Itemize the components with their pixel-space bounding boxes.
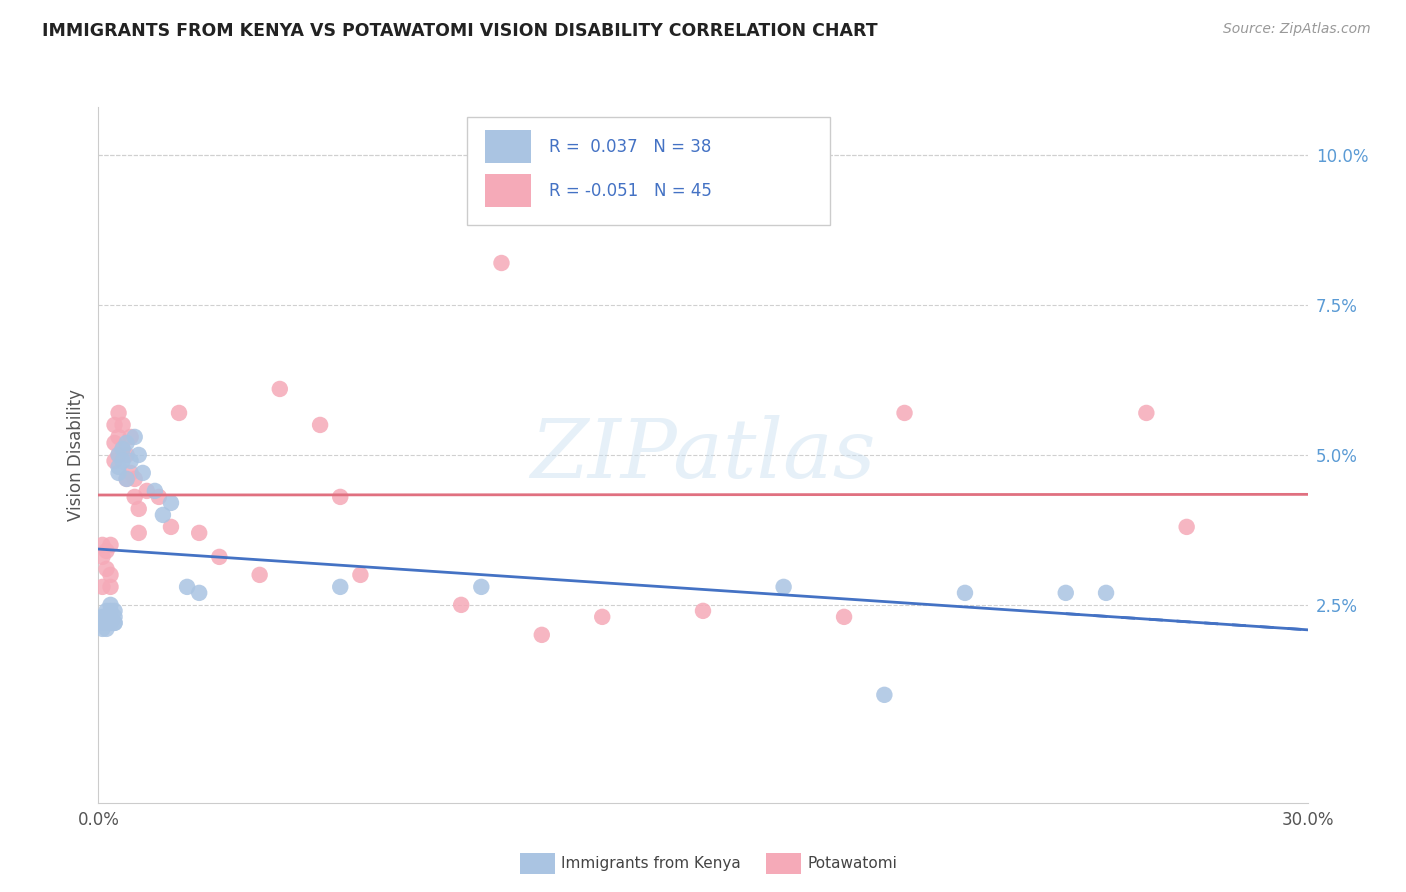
Point [107, 448, 129, 462]
Point [1054, 586, 1077, 600]
Point [111, 417, 134, 432]
Point [491, 256, 513, 270]
Point [176, 580, 198, 594]
Point [772, 580, 794, 594]
Point [128, 525, 150, 540]
Point [111, 454, 134, 468]
Point [1135, 406, 1157, 420]
Point [115, 448, 138, 462]
Point [152, 508, 174, 522]
Point [115, 472, 138, 486]
Point [107, 406, 129, 420]
FancyBboxPatch shape [485, 174, 531, 207]
Point [530, 628, 553, 642]
Point [160, 496, 183, 510]
Point [128, 448, 150, 462]
Text: R =  0.037   N = 38: R = 0.037 N = 38 [550, 137, 711, 156]
Point [100, 567, 122, 582]
Point [120, 466, 142, 480]
Point [591, 610, 613, 624]
Point [124, 430, 146, 444]
Point [115, 436, 138, 450]
Text: Potawatomi: Potawatomi [807, 856, 897, 871]
Point [120, 430, 142, 444]
Text: Source: ZipAtlas.com: Source: ZipAtlas.com [1223, 22, 1371, 37]
Y-axis label: Vision Disability: Vision Disability [66, 389, 84, 521]
Point [96, 610, 118, 624]
Point [115, 472, 138, 486]
Point [188, 586, 211, 600]
Text: R = -0.051   N = 45: R = -0.051 N = 45 [550, 182, 713, 200]
Point [107, 466, 129, 480]
Point [107, 448, 129, 462]
Point [91, 549, 114, 564]
Point [124, 490, 146, 504]
Text: IMMIGRANTS FROM KENYA VS POTAWATOMI VISION DISABILITY CORRELATION CHART: IMMIGRANTS FROM KENYA VS POTAWATOMI VISI… [42, 22, 877, 40]
Point [103, 610, 125, 624]
Point [329, 580, 352, 594]
Point [953, 586, 976, 600]
FancyBboxPatch shape [467, 118, 830, 226]
Point [124, 472, 146, 486]
Point [132, 466, 155, 480]
Point [1095, 586, 1118, 600]
Point [167, 406, 190, 420]
Point [96, 622, 118, 636]
Text: ZIPatlas: ZIPatlas [530, 415, 876, 495]
Point [100, 615, 122, 630]
Point [96, 562, 118, 576]
Point [309, 417, 332, 432]
Point [96, 615, 118, 630]
Point [91, 538, 114, 552]
Point [103, 615, 125, 630]
Point [832, 610, 855, 624]
Point [143, 483, 166, 498]
Point [450, 598, 472, 612]
Text: Immigrants from Kenya: Immigrants from Kenya [561, 856, 741, 871]
Point [103, 436, 125, 450]
Point [91, 615, 114, 630]
FancyBboxPatch shape [485, 130, 531, 163]
Point [91, 610, 114, 624]
Point [100, 580, 122, 594]
Point [470, 580, 492, 594]
Point [100, 610, 122, 624]
Point [96, 604, 118, 618]
Point [111, 442, 134, 456]
Point [100, 538, 122, 552]
Point [692, 604, 714, 618]
Point [120, 454, 142, 468]
Point [893, 406, 915, 420]
Point [100, 598, 122, 612]
Point [107, 430, 129, 444]
Point [269, 382, 291, 396]
Point [208, 549, 231, 564]
Point [160, 520, 183, 534]
Point [1175, 520, 1198, 534]
Point [873, 688, 896, 702]
Point [103, 417, 125, 432]
Point [96, 544, 118, 558]
Point [111, 442, 134, 456]
Point [329, 490, 352, 504]
Point [103, 454, 125, 468]
Point [128, 502, 150, 516]
Point [107, 459, 129, 474]
Point [103, 604, 125, 618]
Point [91, 622, 114, 636]
Point [103, 615, 125, 630]
Point [491, 202, 513, 216]
Point [349, 567, 371, 582]
Point [148, 490, 170, 504]
Point [249, 567, 271, 582]
Point [100, 604, 122, 618]
Point [188, 525, 211, 540]
Point [135, 483, 157, 498]
Point [91, 580, 114, 594]
